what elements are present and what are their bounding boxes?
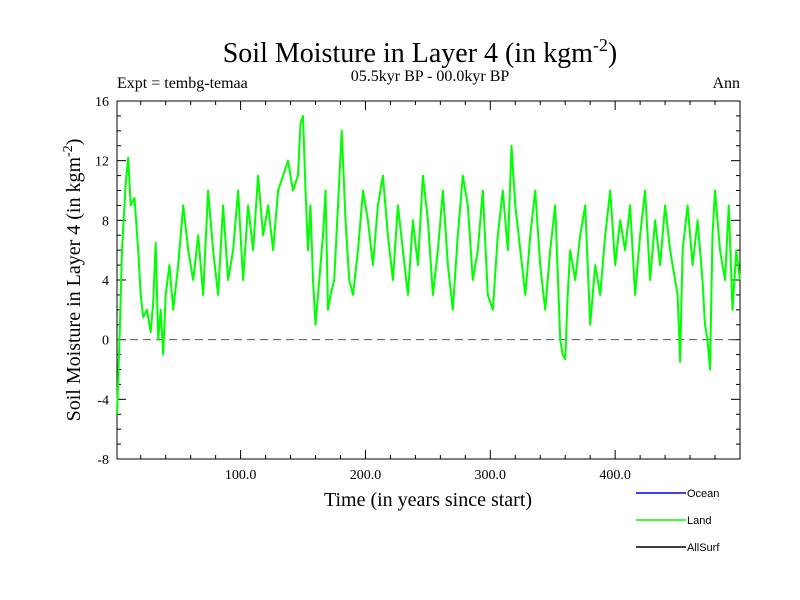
legend-label-allsurf: AllSurf	[687, 542, 720, 554]
series-line-land	[116, 114, 741, 415]
y-tick-label: 0	[102, 334, 109, 349]
y-tick-label: 12	[95, 155, 109, 170]
x-tick-label: 100.0	[225, 468, 257, 483]
x-axis-label: Time (in years since start)	[324, 489, 532, 511]
plot-frame	[116, 100, 741, 460]
legend-label-ocean: Ocean	[687, 488, 719, 500]
y-tick-label: -8	[97, 453, 109, 468]
x-tick-label: 300.0	[475, 468, 507, 483]
legend: Ocean Land AllSurf	[636, 488, 720, 554]
season-label: Ann	[712, 75, 740, 92]
legend-label-land: Land	[687, 515, 711, 527]
x-tick-label: 400.0	[599, 468, 631, 483]
y-tick-label: 8	[102, 214, 109, 229]
y-tick-label: 4	[102, 274, 109, 289]
experiment-label: Expt = tembg-temaa	[117, 75, 248, 92]
y-tick-label: 16	[95, 95, 109, 110]
plot-area: -8 -4 0 4 8 12 16 100.0 200.0 300.0 400.0	[95, 95, 741, 483]
x-tick-label: 200.0	[350, 468, 382, 483]
y-axis-label: Soil Moisture in Layer 4 (in kgm-2)	[61, 139, 85, 422]
y-tick-label: -4	[97, 393, 109, 408]
chart-subtitle: 05.5kyr BP - 00.0kyr BP	[351, 68, 510, 85]
chart-title: Soil Moisture in Layer 4 (in kgm-2)	[223, 35, 618, 69]
